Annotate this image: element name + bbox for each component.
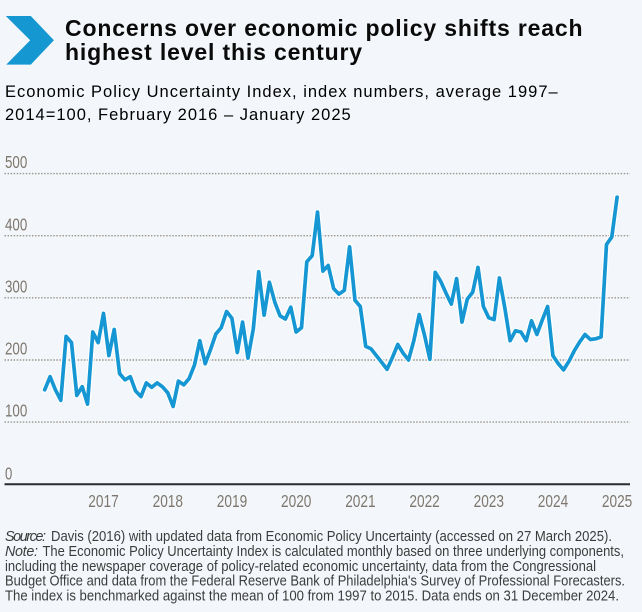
svg-text:200: 200 (5, 339, 27, 359)
svg-text:2022: 2022 (409, 491, 439, 511)
svg-text:The Economic Policy Uncertaint: The Economic Policy Uncertainty Index is… (43, 544, 625, 560)
svg-text:2020: 2020 (281, 491, 311, 511)
svg-text:400: 400 (5, 214, 27, 234)
svg-text:2023: 2023 (474, 491, 504, 511)
svg-text:300: 300 (5, 276, 27, 296)
svg-text:Source:: Source: (5, 529, 46, 545)
svg-text:2024: 2024 (538, 491, 569, 511)
svg-text:including the newspaper covera: including the newspaper coverage of poli… (5, 559, 596, 575)
svg-text:2018: 2018 (153, 491, 183, 511)
svg-text:The index is benchmarked again: The index is benchmarked against the mea… (5, 589, 619, 605)
svg-text:0: 0 (5, 464, 12, 484)
svg-text:Davis (2016) with updated data: Davis (2016) with updated data from Econ… (51, 529, 612, 545)
svg-text:2017: 2017 (88, 491, 118, 511)
svg-text:500: 500 (5, 152, 27, 172)
svg-text:Note:: Note: (5, 544, 38, 560)
svg-text:100: 100 (5, 401, 27, 421)
svg-text:2021: 2021 (345, 491, 375, 511)
svg-text:2019: 2019 (217, 491, 247, 511)
svg-text:2025: 2025 (602, 491, 632, 511)
svg-text:Budget Office and data from th: Budget Office and data from the Federal … (5, 574, 625, 590)
